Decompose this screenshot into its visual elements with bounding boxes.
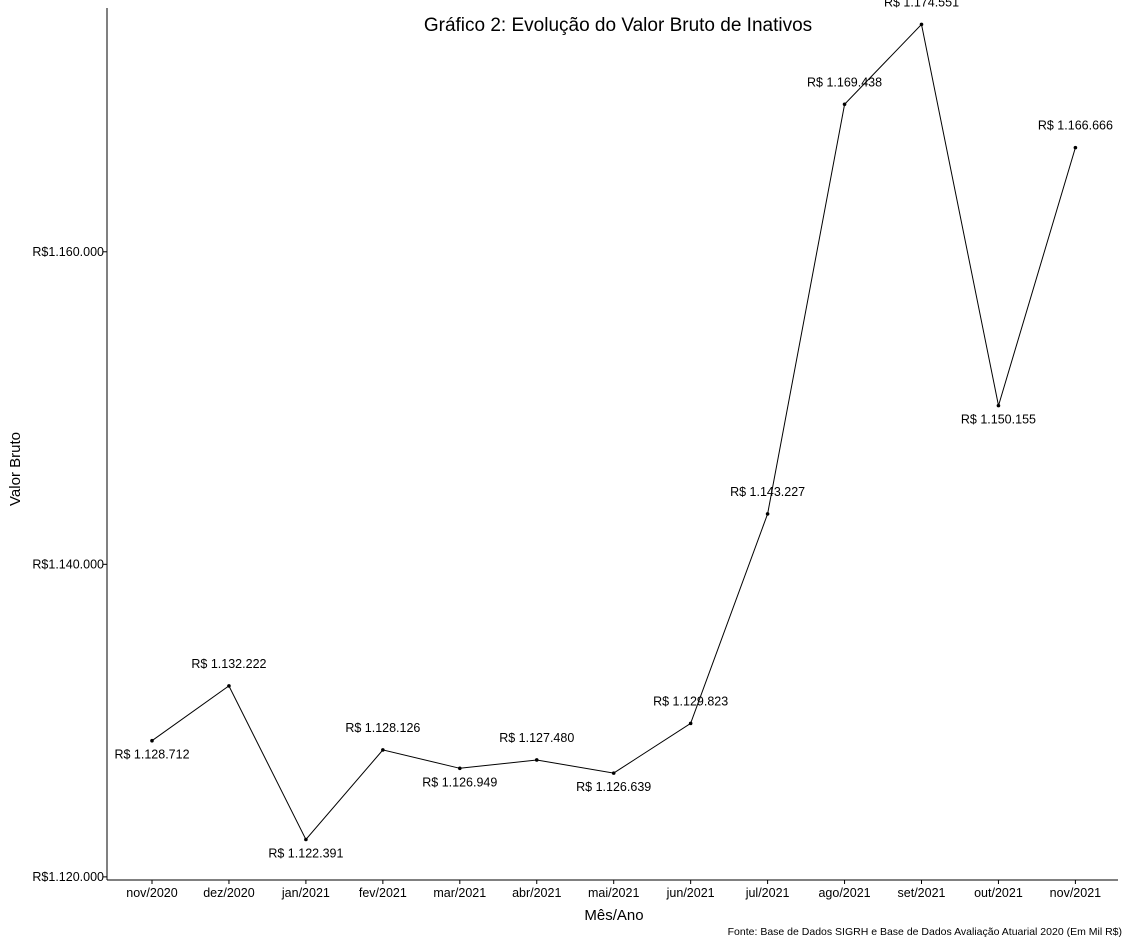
data-point xyxy=(381,748,385,752)
x-tick-label: out/2021 xyxy=(974,886,1023,900)
source-note: Fonte: Base de Dados SIGRH e Base de Dad… xyxy=(728,926,1122,938)
data-label: R$ 1.129.823 xyxy=(653,694,728,708)
y-tick-label: R$1.140.000 xyxy=(32,557,104,571)
data-label: R$ 1.122.391 xyxy=(268,847,343,861)
data-point xyxy=(611,771,616,775)
data-point xyxy=(150,738,154,743)
x-tick-label: mar/2021 xyxy=(433,886,486,900)
data-point xyxy=(996,403,1001,408)
data-point xyxy=(842,102,847,107)
x-tick-label: jan/2021 xyxy=(281,886,330,900)
y-axis-title: Valor Bruto xyxy=(7,432,24,506)
data-point xyxy=(458,766,462,771)
plot-area: R$1.120.000 R$1.140.000 R$1.160.000 nov/202… xyxy=(32,0,1118,900)
x-tick-label: abr/2021 xyxy=(512,886,561,900)
x-tick-label: set/2021 xyxy=(898,886,946,900)
data-point xyxy=(919,22,924,27)
data-label: R$ 1.150.155 xyxy=(961,413,1036,427)
data-label: R$ 1.166.666 xyxy=(1038,119,1113,133)
data-label: R$ 1.132.222 xyxy=(191,657,266,671)
data-label: R$ 1.128.126 xyxy=(345,721,420,735)
data-point xyxy=(688,721,693,726)
x-axis-title: Mês/Ano xyxy=(584,907,643,924)
x-tick-label: jul/2021 xyxy=(745,886,790,900)
x-tick-label: nov/2020 xyxy=(126,886,177,900)
x-tick-label: mai/2021 xyxy=(588,886,639,900)
data-label: R$ 1.143.227 xyxy=(730,485,805,499)
x-tick-label: fev/2021 xyxy=(359,886,407,900)
data-label: R$ 1.127.480 xyxy=(499,731,574,745)
data-label: R$ 1.126.949 xyxy=(422,775,497,789)
data-point xyxy=(304,837,308,842)
y-tick-label: R$1.160.000 xyxy=(32,245,104,259)
y-tick-label: R$1.120.000 xyxy=(32,870,104,884)
data-point xyxy=(765,512,770,516)
data-point xyxy=(534,758,539,762)
data-label: R$ 1.128.712 xyxy=(114,748,189,762)
x-tick-label: ago/2021 xyxy=(818,886,870,900)
data-point xyxy=(1073,145,1078,150)
x-tick-label: nov/2021 xyxy=(1050,886,1101,900)
series-line xyxy=(151,23,1076,841)
chart-title: Gráfico 2: Evolução do Valor Bruto de In… xyxy=(424,15,812,36)
data-point xyxy=(227,684,231,688)
data-label: R$ 1.169.438 xyxy=(807,75,882,89)
data-label: R$ 1.174.551 xyxy=(884,0,959,9)
x-tick-label: dez/2020 xyxy=(203,886,254,900)
x-tick-label: jun/2021 xyxy=(666,886,715,900)
data-label: R$ 1.126.639 xyxy=(576,780,651,794)
